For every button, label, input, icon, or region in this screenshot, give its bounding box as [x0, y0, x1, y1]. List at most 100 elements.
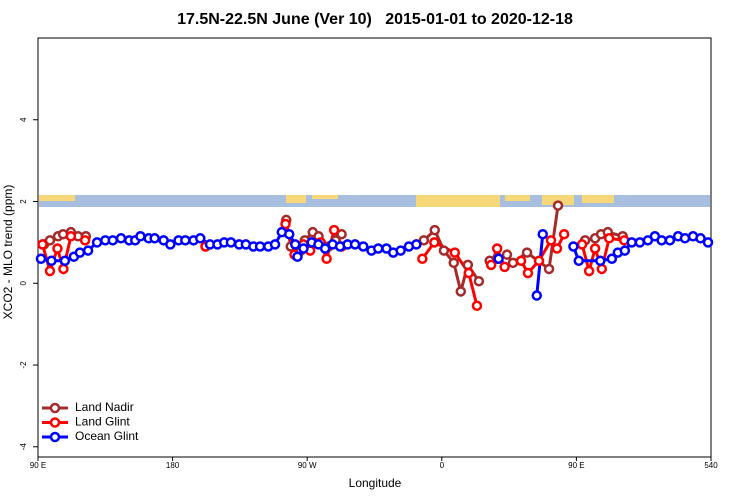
legend-label: Land Glint — [75, 415, 130, 429]
data-point — [679, 233, 691, 244]
data-point — [319, 243, 331, 254]
data-point — [44, 265, 56, 277]
data-point — [485, 259, 497, 271]
legend-marker — [49, 431, 61, 443]
x-tick-label: 90 W — [298, 461, 317, 470]
data-point — [626, 237, 637, 248]
land-strip — [416, 195, 500, 207]
data-point — [573, 255, 585, 267]
x-tick-label: 540 — [704, 461, 718, 470]
land-strip — [505, 195, 530, 201]
data-point — [493, 253, 504, 264]
data-point — [603, 233, 615, 244]
data-point — [225, 237, 237, 248]
legend-label: Ocean Glint — [75, 429, 139, 443]
data-point — [596, 263, 608, 275]
data-point — [107, 235, 119, 246]
data-point — [515, 255, 527, 267]
data-point — [558, 228, 570, 240]
data-point — [165, 239, 176, 250]
y-tick-label: -2 — [19, 361, 28, 369]
data-point — [91, 237, 103, 248]
data-point — [568, 241, 579, 252]
data-point — [521, 247, 533, 258]
data-point — [372, 243, 384, 254]
data-point — [438, 245, 450, 256]
data-point — [328, 224, 340, 236]
data-point — [46, 255, 57, 267]
y-tick-label: 2 — [19, 199, 28, 204]
data-point — [533, 255, 545, 267]
land-strip — [312, 195, 338, 199]
legend-marker — [49, 402, 61, 414]
data-point — [59, 255, 71, 267]
data-point — [619, 245, 631, 256]
data-point — [115, 233, 127, 244]
x-tick-label: 0 — [440, 461, 445, 470]
data-point — [473, 275, 485, 287]
data-point — [522, 267, 534, 279]
data-point — [82, 245, 94, 256]
land-strip — [542, 195, 574, 205]
data-point — [74, 247, 86, 258]
data-point — [37, 239, 48, 250]
data-point — [195, 233, 206, 244]
data-point — [576, 239, 588, 250]
y-tick-label: -4 — [19, 443, 28, 451]
data-point — [664, 235, 676, 246]
data-point — [463, 267, 474, 279]
data-point — [418, 235, 430, 246]
data-point — [543, 263, 555, 275]
data-point — [417, 253, 428, 264]
land-strip — [582, 195, 614, 203]
data-point — [595, 255, 606, 267]
data-point — [44, 235, 56, 246]
map-strip — [39, 195, 710, 207]
data-point — [336, 228, 347, 240]
data-point — [349, 239, 361, 250]
data-point — [471, 300, 483, 312]
data-point — [499, 261, 510, 273]
data-point — [702, 237, 714, 248]
data-point — [280, 218, 291, 230]
y-tick-label: 0 — [19, 280, 28, 285]
data-point — [411, 239, 422, 250]
data-point — [634, 237, 646, 248]
data-point — [583, 265, 595, 277]
data-point — [358, 241, 369, 252]
data-point — [551, 243, 563, 254]
data-point — [35, 253, 47, 264]
data-point — [537, 228, 548, 240]
x-axis-label: Longitude — [349, 476, 402, 490]
data-point — [507, 257, 519, 269]
data-point — [449, 247, 461, 258]
y-tick-label: 4 — [19, 117, 28, 122]
land-strip — [286, 195, 306, 203]
data-point — [545, 235, 557, 246]
data-point — [298, 243, 309, 254]
data-point — [254, 241, 266, 252]
data-point — [289, 239, 301, 250]
legend-label: Land Nadir — [75, 400, 134, 414]
y-axis-label: XCO2 - MLO trend (ppm) — [1, 185, 15, 320]
legend-marker — [49, 417, 61, 428]
data-point — [180, 235, 191, 246]
data-point — [429, 237, 440, 248]
chart-title: 17.5N-22.5N June (Ver 10) 2015-01-01 to … — [177, 11, 573, 28]
data-point — [656, 235, 667, 246]
data-point — [695, 233, 706, 244]
data-point — [65, 231, 77, 242]
data-point — [462, 259, 474, 271]
x-tick-label: 90 E — [30, 461, 46, 470]
x-tick-label: 180 — [166, 461, 180, 470]
x-tick-label: 90 E — [568, 461, 584, 470]
data-point — [284, 228, 295, 240]
plot-frame — [37, 37, 712, 458]
data-point — [455, 286, 467, 297]
data-point — [321, 253, 332, 264]
data-point — [79, 235, 91, 246]
data-point — [531, 290, 543, 301]
data-point — [52, 243, 63, 254]
